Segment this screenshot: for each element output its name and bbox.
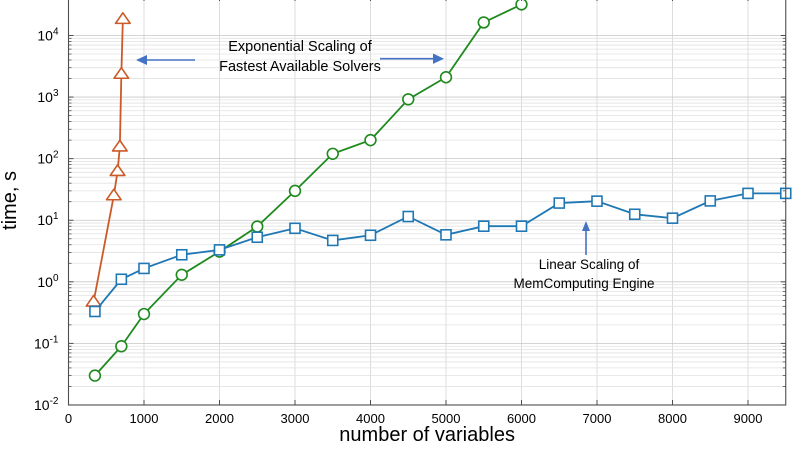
svg-text:1000: 1000 (130, 411, 159, 426)
svg-text:Linear Scaling of: Linear Scaling of (539, 257, 640, 272)
svg-text:number of variables: number of variables (339, 424, 515, 446)
svg-text:2000: 2000 (205, 411, 234, 426)
svg-text:Exponential Scaling of: Exponential Scaling of (228, 39, 372, 55)
svg-text:3000: 3000 (281, 411, 310, 426)
svg-text:MemComputing Engine: MemComputing Engine (513, 276, 654, 291)
svg-text:9000: 9000 (734, 411, 763, 426)
svg-text:7000: 7000 (583, 411, 612, 426)
svg-text:0: 0 (65, 411, 72, 426)
svg-text:Fastest Available Solvers: Fastest Available Solvers (219, 59, 381, 75)
svg-text:time, s: time, s (0, 171, 21, 230)
svg-text:8000: 8000 (658, 411, 687, 426)
